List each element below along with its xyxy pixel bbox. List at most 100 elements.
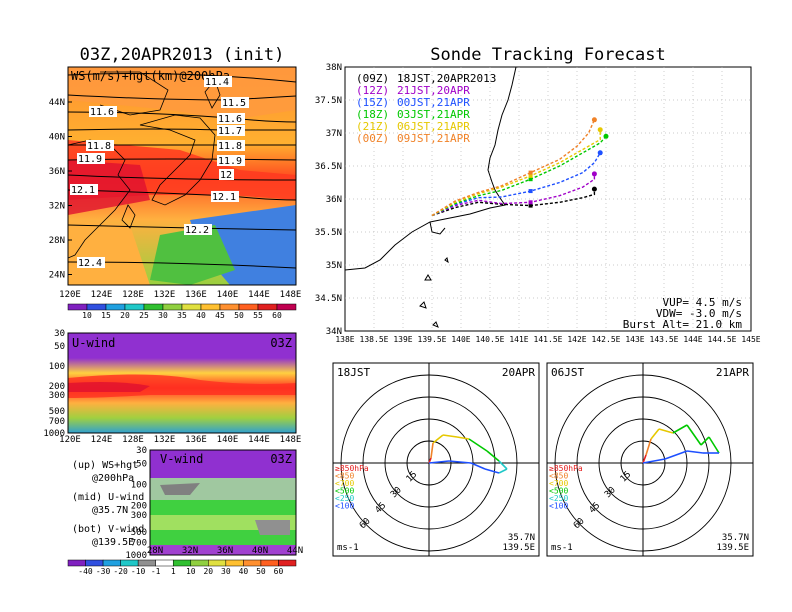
colorbar-label: 60 bbox=[272, 311, 282, 320]
hodo-segment bbox=[428, 460, 450, 464]
track-marker bbox=[528, 200, 533, 205]
colorbar-cell bbox=[86, 303, 107, 311]
colorbar-cell bbox=[225, 559, 244, 567]
pressure-tick: 300 bbox=[131, 511, 147, 521]
colorbar-cell bbox=[162, 303, 183, 311]
hodo-frame bbox=[332, 362, 540, 557]
contour-label: 11.9 bbox=[218, 156, 242, 167]
hodo-frame bbox=[546, 362, 754, 557]
lat-tick: 38N bbox=[326, 63, 342, 73]
lon-tick: 148E bbox=[280, 435, 302, 445]
contour-label-bg bbox=[70, 184, 98, 195]
legend-line: @139.5E bbox=[92, 537, 134, 548]
colorbar-label: 40 bbox=[239, 567, 249, 576]
launch-desc: 21JST,20APR bbox=[397, 84, 470, 97]
hodo-segment bbox=[708, 436, 720, 454]
pressure-tick: 500 bbox=[131, 528, 147, 538]
lat-tick: 37.5N bbox=[315, 96, 342, 106]
lon-tick: 128E bbox=[122, 290, 144, 300]
hodo-legend-item: ≥850hPa bbox=[335, 464, 369, 473]
hodo-segment bbox=[650, 428, 660, 440]
hodo-lat: 35.7N bbox=[722, 533, 749, 543]
colorbar-label: 10 bbox=[82, 311, 92, 320]
lat-tick: 40N bbox=[49, 133, 65, 143]
lon-tick: 138.5E bbox=[360, 335, 389, 344]
launch-code: (00Z) bbox=[356, 132, 389, 145]
hodo-lon: 139.5E bbox=[716, 543, 749, 553]
vwind-label: V-wind bbox=[160, 452, 203, 466]
legend-line: (up) WS+hgt bbox=[72, 460, 138, 471]
track-marker bbox=[528, 189, 533, 194]
lon-tick: 144E bbox=[683, 335, 702, 344]
hodo-ring bbox=[598, 418, 688, 508]
lon-tick: 132E bbox=[154, 435, 176, 445]
launch-code: (21Z) bbox=[356, 120, 389, 133]
track-marker bbox=[528, 170, 533, 175]
legend-line: (mid) U-wind bbox=[72, 492, 144, 503]
hodo-segment bbox=[442, 434, 458, 438]
colorbar-cell bbox=[200, 303, 221, 311]
colorbar-cell bbox=[243, 559, 262, 567]
panel-legend: (up) WS+hgt @200hPa (mid) U-wind @35.7N (bot… bbox=[72, 460, 144, 548]
hodo-ring bbox=[620, 440, 666, 486]
contour-label: 11.6 bbox=[90, 107, 114, 118]
pressure-tick: 200 bbox=[49, 382, 65, 392]
lon-axis: 120E 124E 128E 132E 136E 140E 144E 148E bbox=[59, 290, 301, 300]
lon-tick: 138E bbox=[335, 335, 354, 344]
pressure-tick: 300 bbox=[49, 391, 65, 401]
launch-desc: 06JST,21APR bbox=[397, 120, 470, 133]
vwind-time: 03Z bbox=[270, 452, 292, 466]
right-title: Sonde Tracking Forecast bbox=[430, 45, 665, 65]
colorbar-cell bbox=[276, 303, 297, 311]
contour-label-bg bbox=[217, 125, 245, 136]
colorbar-label: 40 bbox=[196, 311, 206, 320]
hodo-legend-item: <500 bbox=[335, 487, 354, 496]
hodo-date: 20APR bbox=[502, 366, 535, 379]
track-endpoint bbox=[597, 127, 603, 133]
hodo-legend-item: <700 bbox=[549, 479, 568, 488]
contour-label: 12.1 bbox=[71, 185, 95, 196]
lon-tick: 140E bbox=[217, 290, 239, 300]
legend-line: (bot) V-wind bbox=[72, 524, 144, 535]
colorbar-cell bbox=[181, 303, 202, 311]
hodo-time: 18JST bbox=[337, 366, 370, 379]
lat-tick: 28N bbox=[147, 546, 163, 556]
lat-tick: 24N bbox=[49, 271, 65, 281]
pressure-tick: 700 bbox=[49, 417, 65, 427]
lat-axis: 44N 40N 36N 32N 28N 24N bbox=[49, 98, 72, 281]
pressure-tick: 100 bbox=[131, 481, 147, 491]
hodo-segment bbox=[642, 454, 647, 464]
contour-label-bg bbox=[77, 153, 105, 164]
contour-label: 11.5 bbox=[222, 98, 246, 109]
track-endpoint bbox=[591, 186, 597, 192]
hodo-segment bbox=[484, 468, 500, 474]
hodo-legend-item: ≥850hPa bbox=[549, 464, 583, 473]
hodo-legend-item: <250 bbox=[335, 494, 354, 503]
lon-tick: 124E bbox=[91, 290, 113, 300]
pressure-tick: 100 bbox=[49, 362, 65, 372]
colorbar-label: 55 bbox=[253, 311, 263, 320]
hodo-segment bbox=[468, 438, 488, 452]
lat-tick: 36N bbox=[326, 195, 342, 205]
hodo-segment bbox=[470, 462, 486, 470]
contour-label: 12 bbox=[220, 170, 232, 181]
lon-tick: 142E bbox=[567, 335, 586, 344]
hodo-ring bbox=[554, 374, 732, 552]
hodo-legend-item: <850 bbox=[549, 472, 568, 481]
contour-label-bg bbox=[86, 140, 114, 151]
colorbar-label: 25 bbox=[139, 311, 149, 320]
track-marker bbox=[528, 173, 533, 178]
contour-label-bg bbox=[219, 169, 234, 180]
pressure-tick: 30 bbox=[54, 329, 65, 339]
colorbar-label: 20 bbox=[203, 567, 213, 576]
colorbar-label: 1 bbox=[171, 567, 176, 576]
launch-desc: 00JST,21APR bbox=[397, 96, 470, 109]
hodo-segment bbox=[642, 458, 666, 464]
param-line: VDW= -3.0 m/s bbox=[656, 307, 742, 320]
hodo-segment bbox=[686, 450, 704, 454]
lat-tick: 44N bbox=[287, 546, 303, 556]
hodo-legend-item: <250 bbox=[549, 494, 568, 503]
colorbar-cell bbox=[137, 559, 156, 567]
